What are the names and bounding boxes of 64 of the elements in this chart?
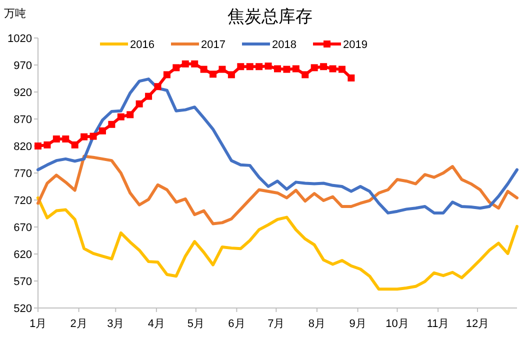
point [256,63,263,70]
point [348,74,355,82]
point [237,63,244,70]
y-tick-label: 970 [14,60,32,72]
point [264,62,272,70]
x-tick-label: 4月 [148,318,165,330]
y-tick-label: 720 [14,195,32,207]
point [34,142,42,150]
y-tick-label: 1020 [8,33,32,45]
point [320,63,328,70]
legend-label: 2017 [201,39,226,51]
point [126,111,134,118]
point [246,63,254,70]
x-tick-label: 10月 [386,318,409,330]
point [108,120,116,128]
x-tick-label: 12月 [466,318,490,330]
point [274,65,281,72]
point [191,60,198,68]
y-tick-label: 820 [14,141,32,153]
y-tick-label: 670 [14,222,32,234]
x-tick-label: 3月 [107,318,124,330]
y-tick-label: 520 [14,303,32,315]
y-tick-label: 570 [14,276,32,288]
point [182,60,189,68]
x-tick-label: 1月 [29,318,47,330]
point [292,65,300,72]
point [329,65,336,72]
point [44,141,51,148]
point [117,113,124,120]
legend-label: 2019 [343,39,368,51]
point [71,141,78,148]
point [172,64,180,72]
point [80,133,88,140]
x-tick-label: 8月 [308,318,326,330]
point [154,83,162,90]
point [283,66,290,73]
point [52,135,60,142]
x-tick-label: 9月 [349,318,366,330]
point [228,71,235,78]
point [145,92,152,100]
point [310,64,318,72]
y-tick-label: 770 [14,168,32,180]
x-tick-label: 2月 [70,318,88,330]
x-tick-label: 11月 [426,318,450,330]
y-tick-label: 620 [14,249,32,261]
point [200,66,208,73]
y-tick-label: 870 [14,114,32,126]
point [90,132,97,140]
point [62,135,70,142]
x-tick-label: 6月 [228,318,246,330]
x-tick-label: 5月 [187,318,204,330]
point [302,71,309,78]
point [338,66,346,73]
legend-label: 2016 [130,39,154,51]
point [163,71,170,78]
y-tick-label: 920 [14,87,32,99]
point [218,66,226,73]
x-tick-label: 7月 [268,318,285,330]
point [98,127,106,134]
point [210,70,217,78]
chart-title: 焦炭总库存 [228,7,312,27]
legend-label: 2018 [272,39,296,51]
point [136,100,143,108]
y-axis-title: 万吨 [4,7,26,20]
